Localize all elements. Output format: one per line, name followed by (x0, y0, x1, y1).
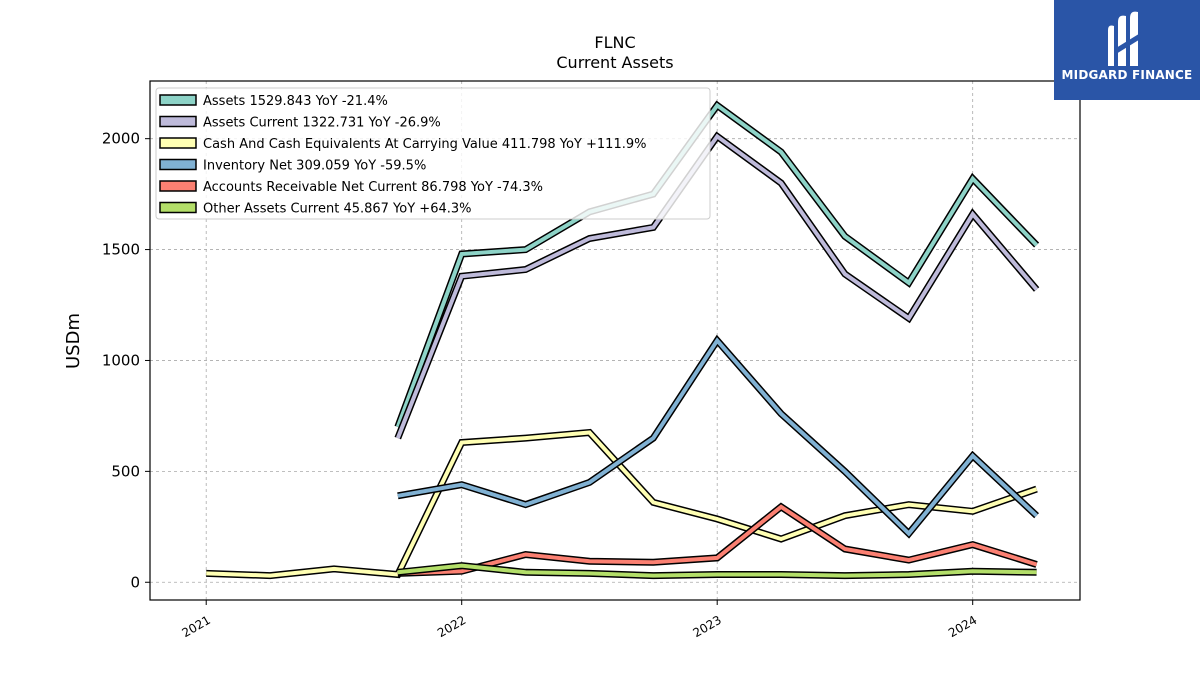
legend-swatch (159, 115, 197, 128)
y-axis: 0 500 1000 1500 2000 (102, 130, 150, 591)
legend: Assets 1529.843 YoY -21.4% Assets Current… (155, 87, 711, 220)
legend-label: Other Assets Current 45.867 YoY +64.3% (203, 202, 472, 217)
x-tick-label: 2023 (690, 613, 723, 640)
x-tick-label: 2022 (435, 613, 468, 640)
series-line-2 (206, 430, 1038, 578)
y-tick-label: 1000 (102, 351, 140, 369)
midgard-logo-icon (1108, 11, 1142, 67)
y-tick-label: 0 (130, 573, 140, 591)
legend-swatch (159, 180, 197, 192)
legend-label: Assets Current 1322.731 YoY -26.9% (203, 116, 441, 131)
plot-frame (149, 80, 1081, 601)
y-tick-label: 1500 (102, 241, 140, 259)
legend-label: Inventory Net 309.059 YoY -59.5% (203, 159, 426, 174)
legend-swatch (159, 94, 197, 106)
series-line-5 (397, 563, 1037, 578)
series-line-1 (395, 133, 1039, 439)
legend-label: Assets 1529.843 YoY -21.4% (203, 94, 388, 109)
series-line-0 (395, 102, 1039, 428)
y-tick-label: 500 (111, 462, 140, 480)
x-tick-label: 2024 (946, 613, 979, 640)
series-lines (206, 100, 1040, 580)
series-line-3 (397, 337, 1038, 537)
legend-swatch (159, 201, 197, 214)
chart-subtitle: Current Assets (556, 53, 673, 72)
y-tick-label: 2000 (102, 130, 140, 148)
legend-box (155, 87, 711, 220)
legend-swatch (159, 137, 197, 149)
chart-title: FLNC (594, 33, 635, 52)
legend-swatch (159, 158, 197, 171)
legend-label: Accounts Receivable Net Current 86.798 Y… (203, 180, 543, 195)
brand-name: MIDGARD FINANCE (1061, 68, 1193, 82)
x-tick-label: 2021 (179, 613, 212, 640)
brand-badge: MIDGARD FINANCE (1054, 0, 1200, 100)
series-line-4 (397, 504, 1038, 576)
x-axis: 2021 2022 2023 2024 (179, 600, 979, 640)
legend-label: Cash And Cash Equivalents At Carrying Va… (203, 137, 646, 152)
y-axis-label: USDm (63, 313, 84, 369)
